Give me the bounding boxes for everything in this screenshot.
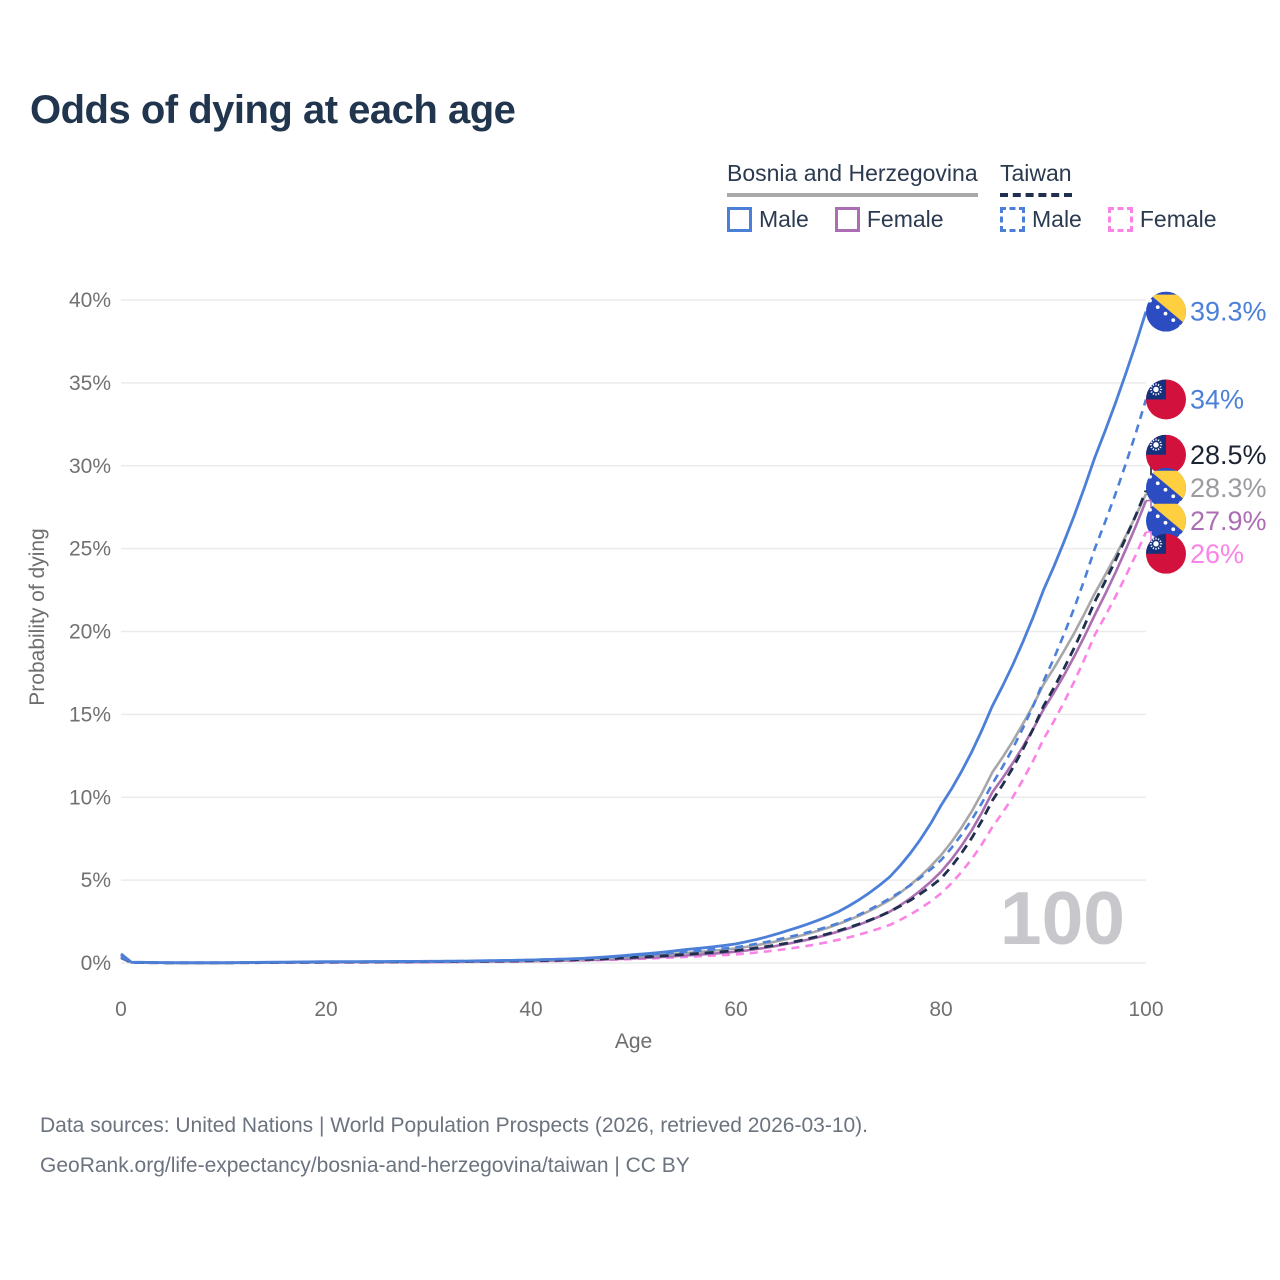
- end-label-taiwan-female: 26%: [1190, 539, 1244, 569]
- taiwan-male-swatch: [1000, 207, 1025, 232]
- series-line-taiwan-male[interactable]: [120, 399, 1148, 965]
- footer-data-sources: Data sources: United Nations | World Pop…: [40, 1114, 869, 1137]
- legend-item-taiwan-female[interactable]: Female: [1107, 206, 1217, 233]
- x-tick-label: 80: [929, 998, 952, 1021]
- legend-item-bosnia-female[interactable]: Female: [834, 206, 944, 233]
- legend-item-label: Male: [759, 206, 809, 232]
- series-line-bosnia-total[interactable]: [120, 493, 1148, 965]
- age-watermark: 100: [1000, 876, 1125, 960]
- x-tick-label: 40: [519, 998, 542, 1021]
- series-line-bosnia-female[interactable]: [120, 500, 1148, 965]
- y-axis-title: Probability of dying: [26, 528, 49, 705]
- y-tick-label: 40%: [69, 289, 111, 312]
- y-tick-label: 35%: [69, 372, 111, 395]
- mortality-chart[interactable]: 0% 5% 10% 15% 20% 25% 30% 35% 40% 0 20 40 60 80 100 Age…: [0, 0, 1280, 1080]
- end-label-bosnia-total: 28.3%: [1190, 473, 1267, 503]
- y-tick-label: 20%: [69, 621, 111, 644]
- legend-country-taiwan[interactable]: Taiwan: [1000, 160, 1072, 197]
- series-line-taiwan-total[interactable]: [120, 490, 1148, 965]
- end-label-taiwan-male: 34%: [1190, 384, 1244, 414]
- y-tick-label: 30%: [69, 455, 111, 478]
- bosnia-flag-icon: [1146, 467, 1186, 508]
- bosnia-flag-icon: [1146, 500, 1186, 541]
- bosnia-female-swatch: [834, 207, 860, 232]
- y-tick-label: 5%: [81, 869, 111, 892]
- x-tick-label: 100: [1128, 998, 1163, 1021]
- legend-country-bosnia[interactable]: Bosnia and Herzegovina: [727, 160, 978, 197]
- legend-group-bosnia: Bosnia and Herzegovina Male Female: [727, 160, 978, 233]
- y-tick-label: 10%: [69, 786, 111, 809]
- x-axis-title: Age: [615, 1030, 652, 1053]
- end-label-bosnia-female: 27.9%: [1190, 506, 1267, 536]
- legend-item-label: Female: [866, 206, 944, 232]
- taiwan-female-swatch: [1107, 207, 1133, 232]
- bosnia-flag-icon: [1146, 291, 1186, 332]
- taiwan-flag-icon: [1146, 533, 1186, 574]
- series-line-bosnia-male[interactable]: [120, 311, 1148, 965]
- x-tick-label: 60: [724, 998, 747, 1021]
- legend: Bosnia and Herzegovina Male Female Taiwa…: [0, 160, 1280, 250]
- end-label-bosnia-male: 39.3%: [1190, 297, 1267, 327]
- legend-item-taiwan-male[interactable]: Male: [1000, 206, 1082, 233]
- taiwan-flag-icon: [1146, 434, 1186, 475]
- legend-group-taiwan: Taiwan Male Female: [1000, 160, 1217, 233]
- y-tick-label: 25%: [69, 538, 111, 561]
- legend-item-bosnia-male[interactable]: Male: [727, 206, 809, 233]
- end-label-taiwan-total: 28.5%: [1190, 440, 1267, 470]
- legend-item-label: Female: [1139, 206, 1217, 232]
- y-tick-label: 15%: [69, 703, 111, 726]
- footer: Data sources: United Nations | World Pop…: [40, 1106, 868, 1186]
- page-title: Odds of dying at each age: [30, 88, 516, 132]
- footer-attribution[interactable]: GeoRank.org/life-expectancy/bosnia-and-h…: [40, 1154, 690, 1177]
- series-line-taiwan-female[interactable]: [120, 531, 1148, 965]
- x-tick-label: 0: [115, 998, 127, 1021]
- bosnia-male-swatch: [727, 207, 752, 232]
- x-tick-label: 20: [314, 998, 337, 1021]
- y-tick-label: 0%: [81, 952, 111, 975]
- taiwan-flag-icon: [1146, 379, 1186, 420]
- legend-item-label: Male: [1032, 206, 1082, 232]
